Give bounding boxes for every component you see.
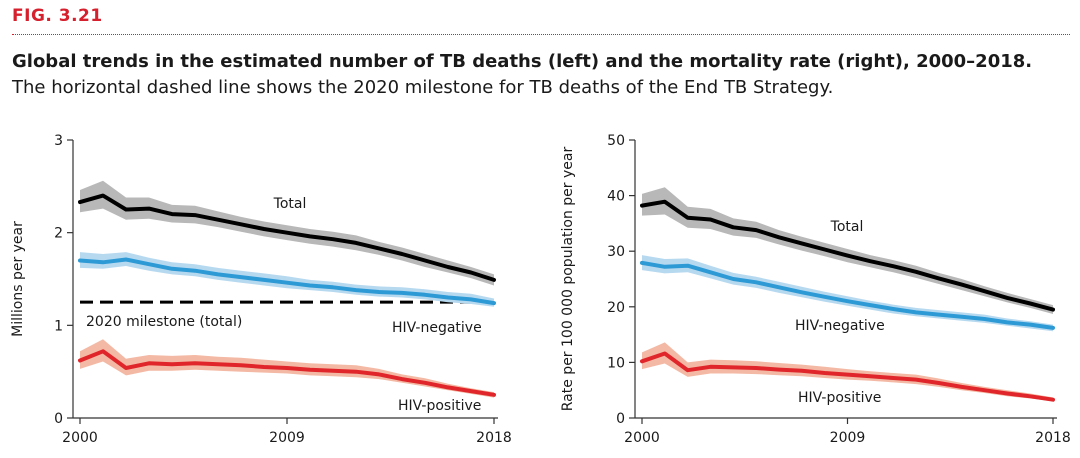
- series-label-hiv-negative: HIV-negative: [795, 318, 885, 334]
- y-tick-label: 2: [54, 226, 63, 242]
- x-tick-label: 2000: [624, 430, 660, 446]
- y-tick-label: 10: [607, 355, 625, 371]
- figure-label: FIG. 3.21: [12, 6, 103, 26]
- series-label-hiv-positive: HIV-positive: [798, 390, 881, 406]
- x-tick-label: 2009: [830, 430, 866, 446]
- figure-subtitle: The horizontal dashed line shows the 202…: [12, 77, 834, 98]
- x-tick-label: 2018: [1035, 430, 1070, 446]
- x-tick-label: 2018: [476, 430, 512, 446]
- series-label-hiv-negative: HIV-negative: [392, 320, 482, 336]
- y-tick-label: 0: [54, 411, 63, 427]
- y-tick-label: 0: [616, 411, 625, 427]
- header-divider: [12, 34, 1070, 35]
- chart-tb-deaths: 0 1 2 3 2000 2009 2018 Millions per year 2020 mi…: [10, 133, 512, 446]
- uncertainty-band-hiv-negative: [642, 255, 1053, 332]
- y-axis-title: Millions per year: [10, 221, 26, 337]
- chart-mortality-rate: 0 10 20 30 40 50 2000 2009 2018 Rate per 100 000 …: [560, 133, 1070, 446]
- y-tick-label: 1: [54, 318, 63, 334]
- series-label-total: Total: [830, 219, 864, 235]
- y-tick-label: 30: [607, 244, 625, 260]
- y-tick-label: 40: [607, 189, 625, 205]
- y-axis-title: Rate per 100 000 population per year: [560, 147, 576, 412]
- y-tick-label: 3: [54, 133, 63, 149]
- x-tick-label: 2000: [62, 430, 98, 446]
- y-tick-label: 20: [607, 300, 625, 316]
- milestone-label: 2020 milestone (total): [86, 314, 242, 330]
- figure-title: Global trends in the estimated number of…: [12, 51, 1033, 72]
- series-label-hiv-positive: HIV-positive: [398, 398, 481, 414]
- y-tick-label: 50: [607, 133, 625, 149]
- x-tick-label: 2009: [269, 430, 305, 446]
- series-label-total: Total: [273, 196, 307, 212]
